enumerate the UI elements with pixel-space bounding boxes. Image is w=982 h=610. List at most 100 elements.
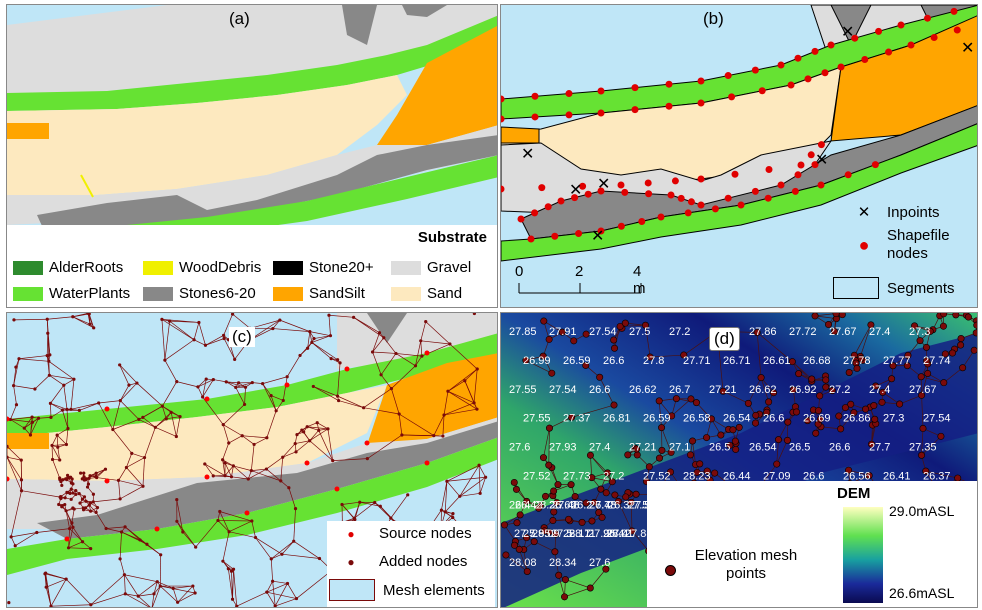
added-node bbox=[338, 361, 342, 365]
added-node bbox=[250, 380, 254, 385]
mesh-edge bbox=[318, 430, 334, 461]
added-node bbox=[397, 412, 401, 416]
mesh-edge bbox=[98, 402, 114, 430]
elevation-mesh-point bbox=[561, 576, 569, 584]
mesh-edge bbox=[51, 445, 61, 461]
legend-label: Source nodes bbox=[379, 525, 472, 542]
added-node bbox=[58, 476, 62, 480]
mesh-edge bbox=[415, 355, 423, 366]
added-node bbox=[175, 519, 179, 523]
elevation-mesh-point bbox=[571, 493, 579, 501]
mesh-edge bbox=[372, 332, 380, 353]
legend-swatch bbox=[13, 260, 43, 275]
mesh-edge bbox=[126, 453, 133, 468]
elevation-label: 27.48 bbox=[552, 499, 580, 511]
added-node bbox=[82, 475, 86, 479]
elevation-label: 28.01 bbox=[606, 528, 634, 540]
mesh-edge bbox=[98, 400, 121, 404]
mesh-edge bbox=[295, 440, 310, 444]
added-node bbox=[116, 478, 121, 483]
elevation-mesh-point bbox=[541, 527, 549, 535]
added-node bbox=[308, 330, 312, 334]
elevation-label: 27.54 bbox=[589, 326, 617, 338]
mesh-edge bbox=[328, 315, 331, 336]
shapefile-node bbox=[597, 227, 605, 235]
added-node bbox=[279, 479, 283, 483]
mesh-edge bbox=[142, 405, 163, 418]
mesh-edge bbox=[372, 337, 385, 353]
added-node bbox=[171, 586, 175, 590]
mesh-edge bbox=[79, 402, 99, 411]
added-node bbox=[234, 385, 238, 389]
mesh-edge bbox=[66, 428, 69, 445]
mesh-edge bbox=[266, 456, 283, 470]
added-node bbox=[49, 604, 53, 607]
mesh-edge bbox=[125, 593, 139, 597]
elevation-mesh-point bbox=[911, 322, 919, 330]
dem-mesh-edge bbox=[590, 455, 613, 482]
added-node bbox=[250, 519, 254, 523]
mesh-edge bbox=[46, 355, 50, 376]
elevation-mesh-point bbox=[610, 336, 618, 344]
shapefile-node bbox=[950, 7, 958, 15]
mesh-edge bbox=[10, 416, 33, 420]
shapefile-node bbox=[794, 54, 802, 62]
added-node bbox=[78, 501, 82, 505]
added-node bbox=[311, 384, 315, 389]
added-node bbox=[413, 364, 418, 368]
legend-label: WoodDebris bbox=[179, 259, 262, 276]
mesh-edge bbox=[162, 381, 178, 407]
shapefile-node bbox=[631, 106, 639, 114]
added-node bbox=[89, 509, 93, 513]
shapefile-node bbox=[645, 190, 653, 198]
added-node bbox=[317, 556, 322, 561]
elevation-label: 27.55 bbox=[509, 384, 537, 396]
shapefile-node bbox=[930, 34, 938, 42]
mesh-edge bbox=[266, 410, 277, 438]
added-node bbox=[86, 482, 91, 486]
added-node bbox=[328, 334, 333, 338]
mesh-edge bbox=[7, 457, 22, 491]
added-node bbox=[305, 425, 309, 429]
added-node bbox=[274, 409, 278, 413]
added-node bbox=[69, 487, 73, 491]
legend-item-shapefile-nodes: ● Shapefile nodes bbox=[849, 227, 969, 263]
added-node bbox=[294, 596, 299, 601]
added-node bbox=[174, 434, 178, 439]
shapefile-node bbox=[844, 171, 852, 179]
added-node bbox=[281, 398, 285, 403]
mesh-edge bbox=[204, 463, 214, 477]
legend-label: SandSilt bbox=[309, 285, 365, 302]
mesh-edge bbox=[270, 395, 277, 411]
elevation-mesh-point bbox=[621, 319, 629, 327]
mesh-edge bbox=[10, 490, 22, 537]
added-node bbox=[252, 442, 256, 447]
red-dot-icon: ● bbox=[858, 234, 870, 255]
elevation-mesh-point bbox=[523, 497, 531, 505]
mesh-edge bbox=[13, 367, 17, 386]
added-node bbox=[71, 491, 75, 495]
mesh-edge bbox=[296, 570, 333, 599]
mesh-edge bbox=[226, 381, 239, 384]
mesh-edge bbox=[120, 382, 138, 401]
dem-mesh-edge bbox=[543, 320, 563, 333]
elevation-label: 27.88 bbox=[625, 528, 653, 540]
added-node bbox=[218, 509, 222, 514]
mesh-edge bbox=[50, 578, 67, 607]
mesh-edge bbox=[120, 400, 140, 420]
elevation-mesh-point bbox=[558, 328, 566, 336]
elevation-mesh-point bbox=[512, 485, 520, 493]
mesh-edge bbox=[374, 502, 392, 519]
elevation-label: 26.81 bbox=[603, 413, 631, 425]
added-node bbox=[80, 497, 85, 501]
added-node bbox=[451, 515, 455, 520]
mesh-edge bbox=[464, 380, 475, 403]
added-node bbox=[9, 535, 13, 539]
mesh-edge bbox=[287, 583, 297, 599]
mesh-edge bbox=[224, 462, 232, 477]
mesh-edge bbox=[222, 560, 234, 570]
added-node bbox=[389, 516, 393, 520]
added-node bbox=[336, 358, 340, 362]
mesh-edge bbox=[119, 364, 138, 384]
mesh-edge bbox=[63, 378, 75, 386]
